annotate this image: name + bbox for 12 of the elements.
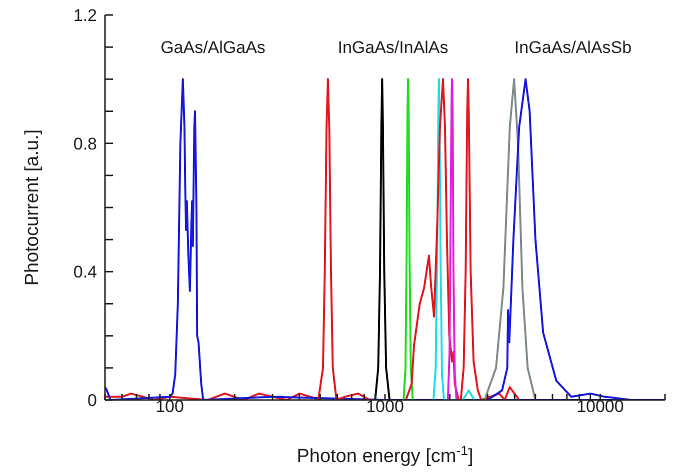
- annotation: GaAs/AlGaAs: [160, 38, 266, 58]
- x-tick-label: 100: [156, 397, 184, 416]
- y-tick-label: 0.8: [73, 134, 97, 154]
- annotation: InGaAs/InAlAs: [338, 38, 448, 58]
- y-axis-title: Photocurrent [a.u.]: [22, 129, 43, 286]
- annotation: InGaAs/AlAsSb: [514, 38, 632, 58]
- x-axis-title: Photon energy [cm$^{-1}$]: [296, 442, 474, 467]
- x-tick-label: 1000: [366, 397, 404, 416]
- y-tick-label: 0: [88, 391, 97, 410]
- y-tick-label: 1.2: [73, 6, 97, 25]
- y-tick-label: 0.4: [73, 262, 97, 282]
- x-tick-label: 10000: [576, 397, 624, 416]
